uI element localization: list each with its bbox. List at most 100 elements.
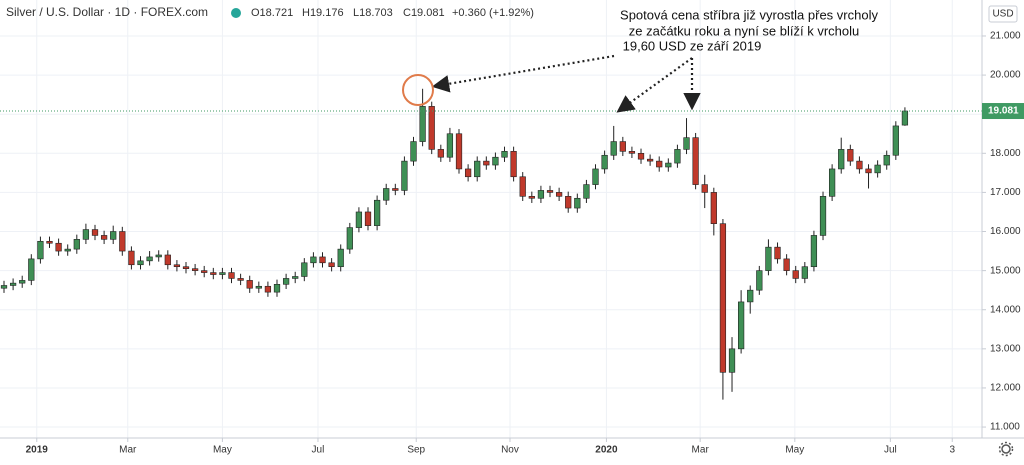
candle-body [492, 156, 499, 166]
candle-body [665, 162, 672, 168]
candle-body [219, 272, 226, 275]
candle-body [310, 256, 317, 264]
candle-body [264, 285, 272, 293]
candle-body [901, 110, 909, 126]
candle-body [273, 284, 281, 293]
x-tick-label: Jul [312, 445, 325, 456]
currency-label: USD [992, 9, 1013, 20]
candle-body [373, 199, 381, 226]
candle-body [201, 270, 208, 273]
candle-body [628, 151, 636, 154]
candle-body [110, 231, 117, 240]
ohlc-high: H19.176 [302, 7, 344, 19]
candle-body [610, 141, 617, 156]
annotation-line: ze začátku roku a nyní se blíží k vrchol… [629, 23, 860, 38]
candle-body [792, 270, 799, 279]
candle-body [528, 196, 535, 199]
candle-body [546, 190, 554, 193]
status-dot [231, 8, 241, 18]
candle-body [173, 264, 181, 268]
candle-body [828, 168, 836, 197]
candle-body [428, 106, 435, 150]
candle-body [246, 280, 253, 289]
candle-body [565, 196, 572, 209]
candle-body [337, 248, 344, 268]
ohlc-low: L18.703 [353, 7, 393, 19]
candle-body [410, 141, 417, 162]
candle-body [91, 229, 99, 236]
y-tick-label: 18.000 [990, 148, 1021, 159]
candle-body [765, 246, 772, 271]
candle-body [255, 285, 262, 289]
x-tick-label: Jul [884, 445, 897, 456]
candle-body [28, 258, 35, 281]
y-tick-label: 15.000 [990, 265, 1021, 276]
x-tick-label: Mar [119, 445, 137, 456]
last-price-box [982, 103, 1024, 120]
candle-body [656, 160, 663, 168]
y-tick-label: 11.000 [990, 422, 1020, 433]
x-tick-label: May [213, 445, 232, 456]
highlight-circle [402, 74, 434, 106]
y-tick-label: 20.000 [990, 70, 1021, 81]
last-price-label: 19.081 [988, 106, 1019, 117]
y-tick-label: 16.000 [990, 226, 1021, 237]
candle-body [446, 133, 454, 158]
candle-body [583, 184, 590, 199]
candle-body [164, 254, 171, 266]
annotation-line: 19,60 USD ze září 2019 [623, 38, 762, 53]
axes: 11.000 12.000 13.000 14.000 15.000 16.000 17.0… [26, 31, 1024, 456]
candle-body [319, 256, 326, 264]
annotation-line: Spotová cena stříbra již vyrostla přes v… [620, 7, 878, 22]
y-tick-label: 12.000 [990, 383, 1021, 394]
candle-body [383, 188, 390, 201]
candle-body [46, 240, 53, 244]
x-tick-label: Mar [692, 445, 710, 456]
candle-body [392, 188, 399, 191]
candle-body [510, 151, 517, 178]
annotation: Spotová cena stříbra již vyrostla přes v… [402, 7, 878, 113]
y-tick-label: 17.000 [990, 187, 1021, 198]
candle-body [0, 285, 8, 289]
candle-body [646, 158, 654, 162]
x-tick-label: 3 [949, 445, 955, 456]
chart-title: Silver / U.S. Dollar · 1D · FOREX.com [6, 5, 208, 19]
candle-body [819, 196, 827, 236]
x-tick-label: 2020 [595, 445, 618, 456]
gear [1001, 444, 1011, 454]
candle-body [292, 276, 299, 279]
candle-body [301, 262, 308, 277]
candle-body [228, 272, 235, 279]
x-tick-label: Sep [407, 445, 425, 456]
settings-icon[interactable] [998, 441, 1014, 457]
candle-body [692, 137, 699, 185]
candle-body [537, 190, 545, 199]
candle-body [483, 160, 490, 166]
candle-body [119, 231, 126, 252]
candle-body [683, 137, 690, 150]
x-tick-label: Nov [501, 445, 519, 456]
candle-body [328, 262, 335, 268]
ohlc-open: O18.721 [251, 7, 293, 19]
candle-body [701, 184, 708, 193]
candle-body [674, 149, 681, 164]
candle-body [574, 197, 581, 209]
ohlc-close: C19.081 [403, 7, 445, 19]
currency-button[interactable] [988, 5, 1018, 23]
candle-body [710, 192, 717, 224]
y-tick-label: 13.000 [990, 343, 1021, 354]
candle-body [783, 258, 790, 271]
candle-body [719, 223, 727, 373]
candle-body [282, 278, 290, 285]
candle-body [847, 149, 854, 162]
candle-body [82, 229, 90, 240]
arrow [616, 57, 693, 113]
candle-body [810, 235, 818, 268]
candle-body [364, 211, 372, 226]
candle-body [355, 211, 363, 228]
candle-body [501, 151, 508, 158]
candle-body [155, 254, 162, 258]
candle-body [519, 176, 526, 197]
candle-body [64, 248, 71, 252]
